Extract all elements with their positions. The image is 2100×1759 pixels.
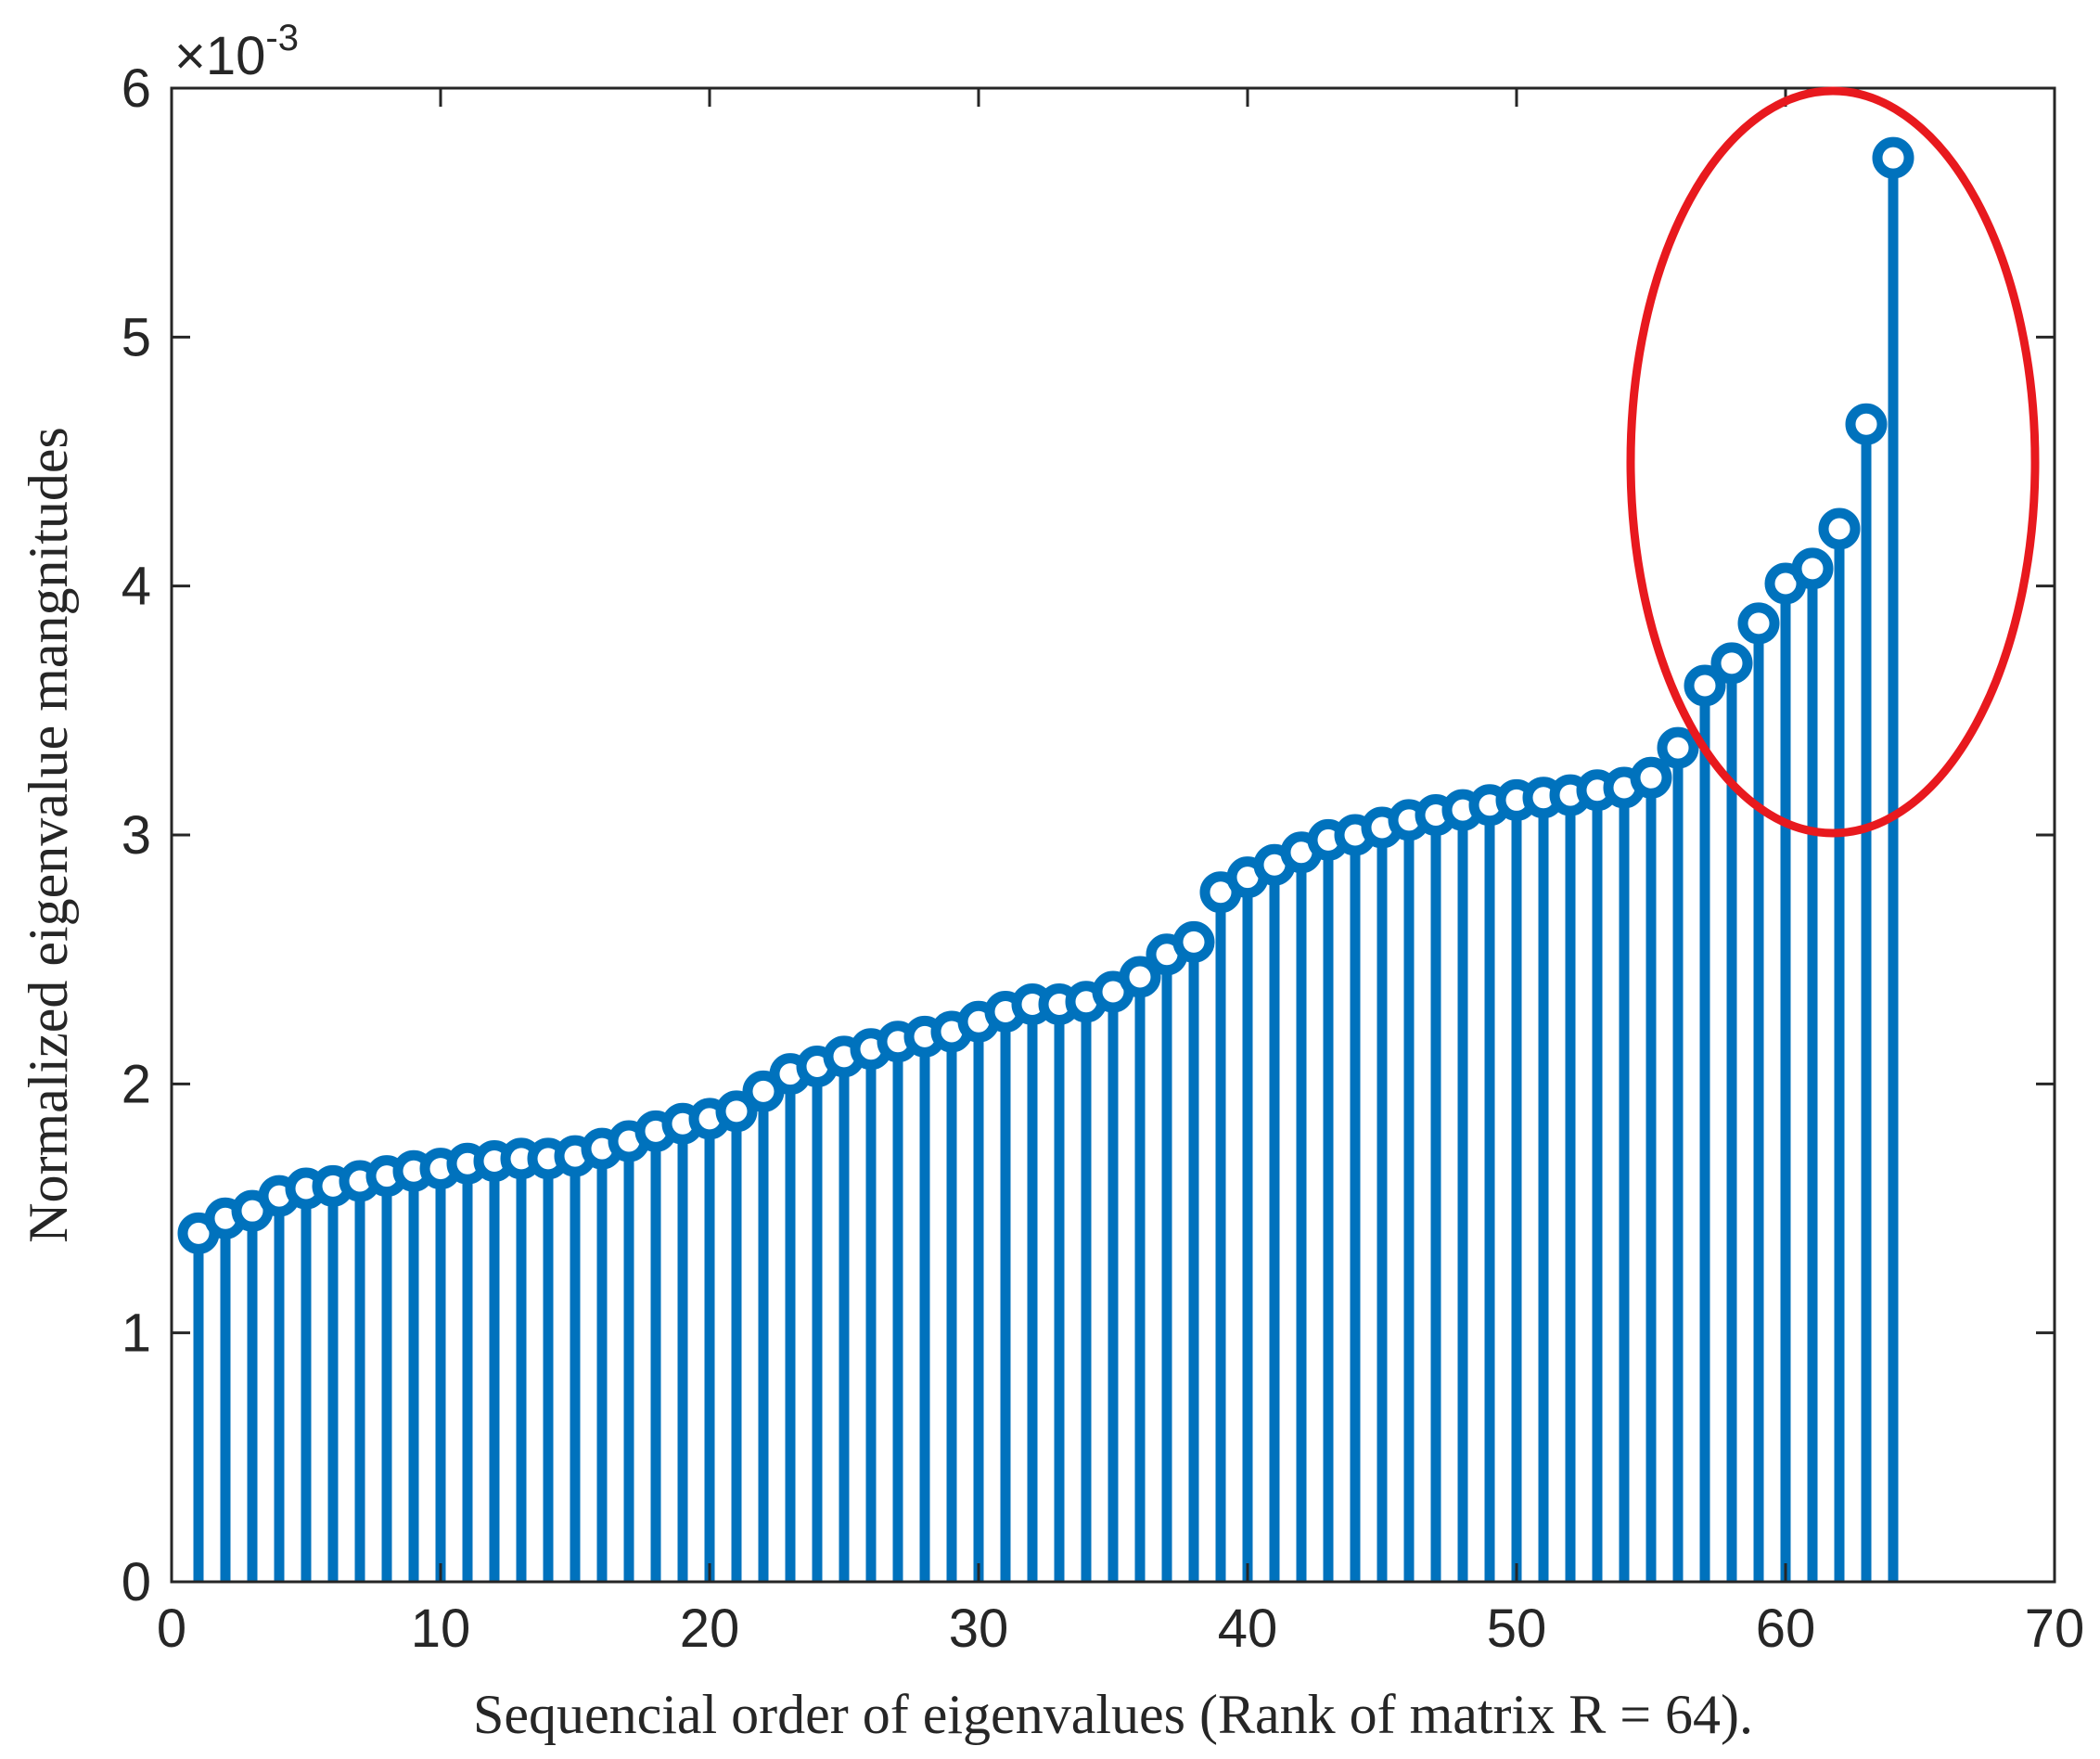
- stem-marker: [1684, 664, 1726, 707]
- stem-marker: [1630, 756, 1672, 799]
- stem-marker: [1657, 726, 1699, 769]
- x-tick-label: 10: [411, 1599, 471, 1659]
- y-tick-label: 1: [122, 1303, 151, 1364]
- stem-markers: [177, 136, 1914, 1254]
- stem-marker: [1872, 136, 1914, 179]
- stem-marker: [1737, 602, 1780, 645]
- y-tick-label: 6: [122, 58, 151, 119]
- x-tick-label: 70: [2025, 1599, 2085, 1659]
- x-tick-label: 50: [1487, 1599, 1547, 1659]
- y-exponent-label: ×10-3: [174, 18, 299, 86]
- highlight-ellipse: [1626, 86, 2040, 838]
- stem-lines: [193, 158, 1899, 1582]
- x-tick-label: 30: [949, 1599, 1009, 1659]
- x-tick-label: 0: [157, 1599, 186, 1659]
- x-tick-label: 40: [1218, 1599, 1278, 1659]
- y-exponent-power: -3: [265, 18, 299, 58]
- stem-marker: [1172, 920, 1215, 963]
- y-exponent-base: ×10: [174, 26, 265, 86]
- stem-marker: [1845, 403, 1888, 445]
- y-tick-label: 2: [122, 1054, 151, 1114]
- y-axis-label: Normalized eigenvalue mangnitudes: [18, 427, 79, 1243]
- y-axis-ticks: 0 1 2 3 4 5 6: [122, 58, 2055, 1612]
- stem-marker: [1119, 956, 1161, 998]
- stem-marker: [1710, 642, 1753, 685]
- stem-marker: [1818, 507, 1861, 550]
- y-tick-label: 4: [122, 557, 151, 617]
- y-tick-label: 3: [122, 805, 151, 866]
- x-tick-label: 60: [1756, 1599, 1816, 1659]
- stem-marker: [1791, 547, 1834, 590]
- x-axis-ticks: 0 10 20 30 40 50 60 70: [157, 88, 2084, 1659]
- x-axis-label: Sequencial order of eigenvalues (Rank of…: [473, 1684, 1753, 1745]
- x-tick-label: 20: [680, 1599, 740, 1659]
- y-tick-label: 0: [122, 1552, 151, 1612]
- y-tick-label: 5: [122, 307, 151, 367]
- stem-marker: [715, 1090, 758, 1133]
